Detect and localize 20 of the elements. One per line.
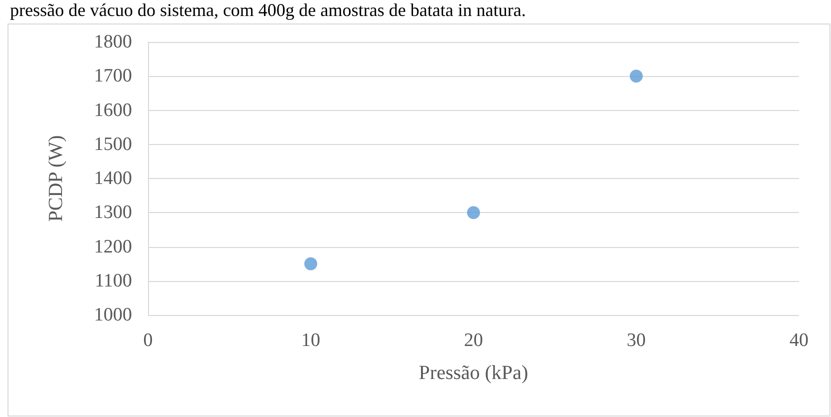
point (304, 257, 318, 270)
x-tick-label: 10 (301, 330, 320, 351)
y-tick-label: 1700 (94, 66, 132, 87)
y-tick-label: 1000 (94, 304, 132, 326)
y-tick-label: 1500 (94, 134, 132, 155)
x-tick-label: 30 (626, 330, 646, 351)
y-tick-label: 1400 (94, 168, 132, 189)
point (467, 206, 480, 220)
x-tick-label: 20 (464, 330, 483, 351)
x-tick-label: 40 (790, 330, 808, 351)
y-tick-label: 1100 (94, 270, 132, 292)
text: pressão de vácuo do sistema, com 400g de amostras de batata in natura. (10, 0, 526, 20)
point (630, 70, 643, 83)
y-tick-label: 1300 (94, 202, 132, 224)
y-tick-label: 1600 (94, 100, 132, 121)
y-axis-title: PCDP (W) (45, 135, 67, 222)
y-tick-label: 1200 (94, 236, 132, 258)
x-tick-label: 0 (143, 330, 153, 351)
y-tick-label: 1800 (94, 32, 132, 52)
x-axis-title: Pressão (kPa) (418, 362, 528, 384)
